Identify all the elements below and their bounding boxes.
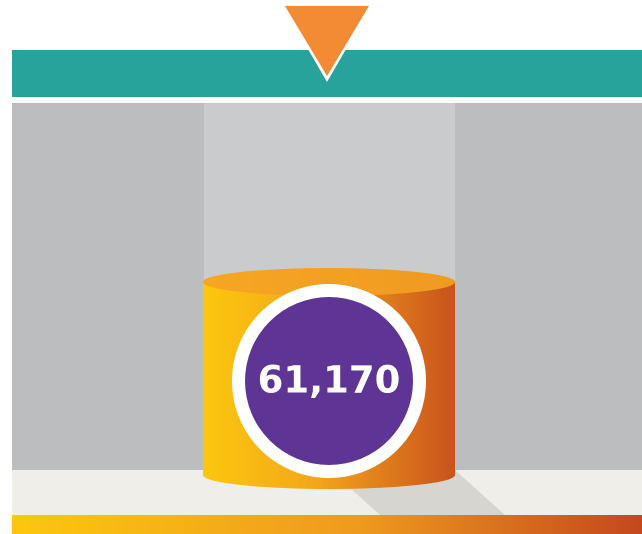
cylinder-label: 61,170	[258, 359, 401, 402]
pointer	[285, 6, 369, 76]
bottom-bar	[12, 515, 642, 534]
badge	[245, 297, 413, 465]
cylinder-top	[203, 268, 455, 296]
